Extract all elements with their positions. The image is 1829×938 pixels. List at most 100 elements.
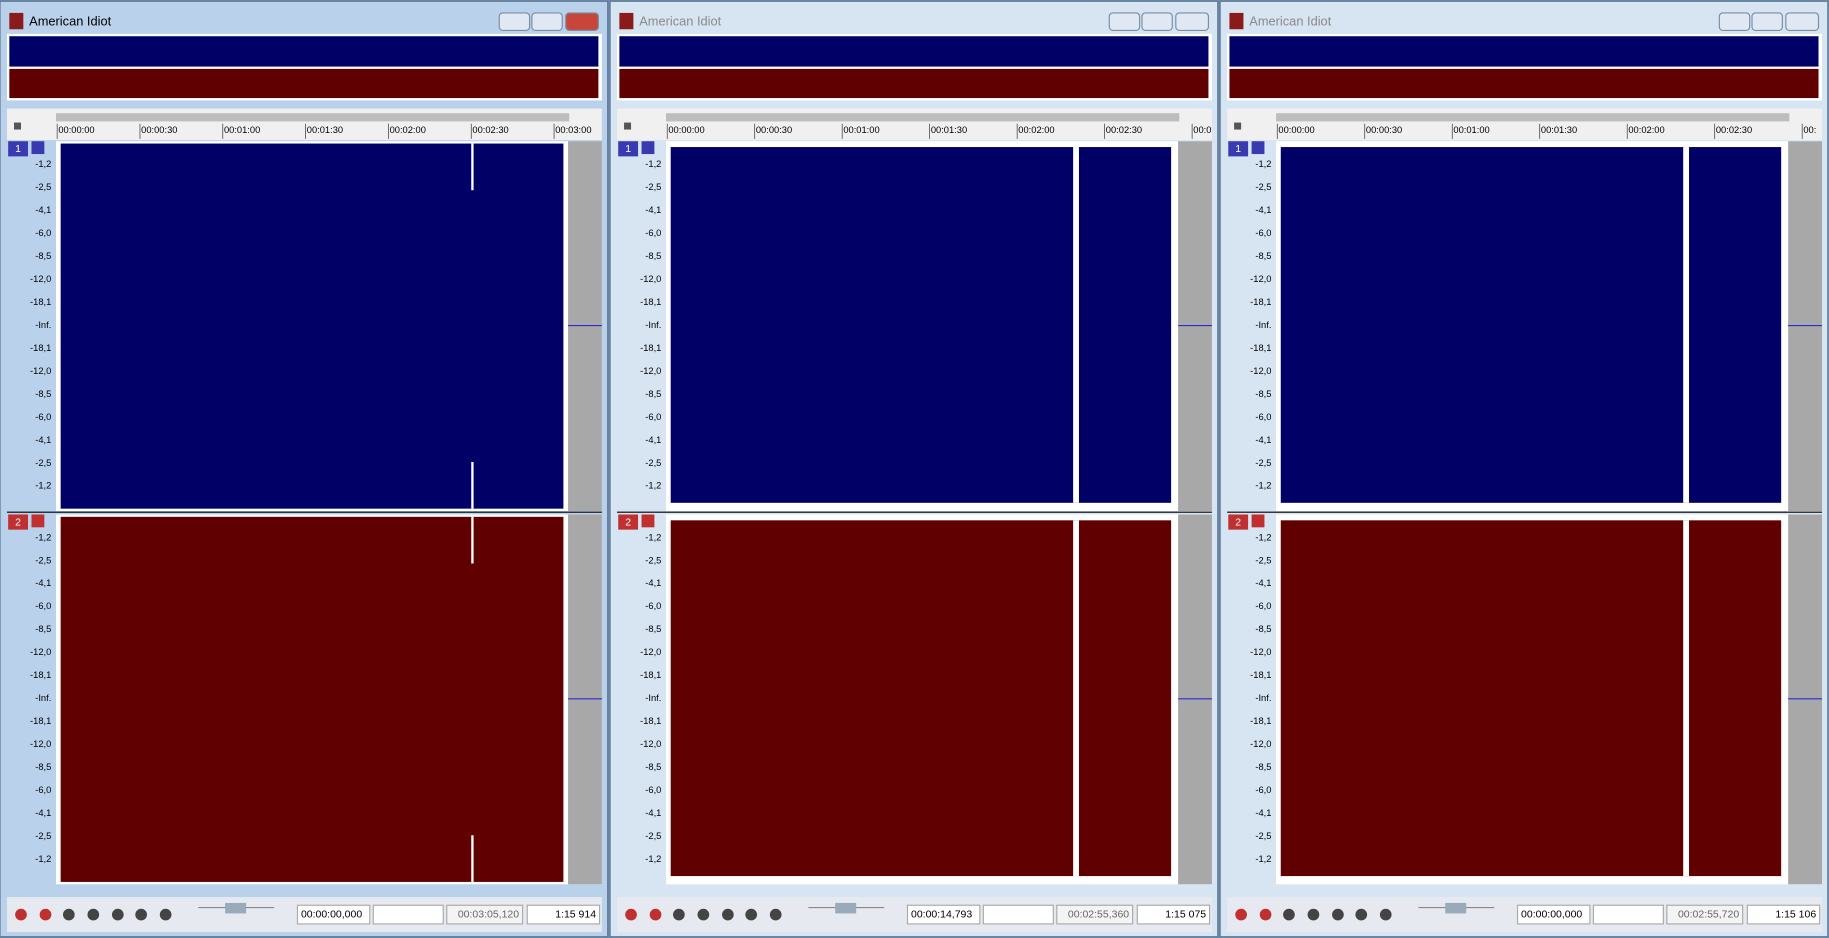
channel-number: 1 [625,144,631,155]
transport-button[interactable] [87,908,100,921]
minimize-button[interactable] [1718,12,1751,31]
maximize-button[interactable] [1141,12,1173,31]
db-label: -8,5 [1255,624,1271,634]
db-label: -6,0 [35,785,51,795]
zoom-text: 1:15 106 [1775,909,1816,920]
channel-number-box[interactable] [618,141,639,157]
ruler-label: 00:0 [1193,125,1211,135]
lock-icon [13,122,21,130]
channel-minimize[interactable] [1251,514,1265,528]
db-label: -8,5 [35,389,51,399]
title-icon [9,12,24,30]
transport-button[interactable] [625,908,637,921]
db-label: -1,2 [645,532,661,542]
channel-number-box[interactable] [1228,514,1249,530]
db-label: -8,5 [1255,251,1271,261]
transport-button[interactable] [15,908,27,921]
transport-button[interactable] [1235,908,1247,921]
db-label: -12,0 [640,274,661,284]
transport-button[interactable] [673,908,685,921]
transport-button[interactable] [1307,908,1320,921]
db-label: -4,1 [645,205,661,215]
transport-button[interactable] [111,908,124,921]
db-label: -4,1 [645,435,661,445]
minimize-button[interactable] [498,12,531,31]
zoom-text: 1:15 075 [1165,909,1206,920]
channel-number-box[interactable] [8,514,28,530]
db-label: -6,0 [35,412,51,422]
transport-button[interactable] [697,908,710,921]
db-label: -4,1 [35,578,51,588]
transport-button[interactable] [62,908,75,921]
db-label: -1,2 [1255,532,1271,542]
channel-minimize[interactable] [1251,141,1265,155]
db-label: -4,1 [1255,435,1271,445]
ruler-label: 00:01:00 [224,125,260,135]
transport-button[interactable] [1355,908,1368,921]
transport-button[interactable] [135,908,147,921]
db-label: -18,1 [1250,716,1271,726]
waveform [670,147,1172,503]
db-label: -8,5 [1255,389,1271,399]
channel-minimize[interactable] [31,141,45,155]
db-label: -12,0 [30,647,51,657]
db-label: -Inf. [1255,693,1271,703]
window-title: American Idiot [639,14,721,29]
close-button[interactable] [1785,12,1820,31]
transport-button[interactable] [159,908,172,921]
maximize-button[interactable] [1751,12,1783,31]
db-label: -2,5 [1255,458,1271,468]
close-button[interactable] [565,12,599,31]
channel-number: 2 [625,517,631,528]
db-label: -6,0 [645,412,661,422]
db-label: -6,0 [1255,785,1271,795]
zoom-text: 1:15 914 [555,909,596,920]
db-label: -Inf. [35,320,51,330]
db-label: -1,2 [1255,159,1271,169]
db-label: -6,0 [645,601,661,611]
transport-button[interactable] [1283,908,1295,921]
selection-bar [55,113,570,122]
close-button[interactable] [1175,12,1210,31]
zoom-thumb[interactable] [225,902,247,914]
waveform-gap [1073,147,1079,503]
db-label: -18,1 [640,343,661,353]
zoom-thumb[interactable] [835,902,857,914]
transport-button[interactable] [745,908,758,921]
db-label: -6,0 [1255,228,1271,238]
db-label: -18,1 [1250,343,1271,353]
channel-minimize[interactable] [641,141,655,155]
transport-button[interactable] [1259,908,1272,921]
zoom-field [1746,904,1821,925]
overview-right [619,68,1209,99]
transport-button[interactable] [39,908,52,921]
ruler-label: 00:02:30 [1106,125,1142,135]
db-label: -Inf. [1255,320,1271,330]
selection-bar [666,113,1180,122]
channel-minimize[interactable] [641,514,655,528]
transport-button[interactable] [722,908,734,921]
db-label: -1,2 [1255,854,1271,864]
transport-button[interactable] [1332,908,1344,921]
ruler-label: 00:01:00 [1453,125,1489,135]
window-title: American Idiot [29,14,111,29]
channel-number-box[interactable] [618,514,639,530]
minimize-button[interactable] [1108,12,1141,31]
zoom-thumb[interactable] [1445,902,1467,914]
maximize-button[interactable] [531,12,563,31]
transport-button[interactable] [1379,908,1392,921]
ruler-label: 00:01:00 [843,125,879,135]
db-label: -8,5 [645,389,661,399]
db-label: -6,0 [35,601,51,611]
ruler-label: 00:00:30 [756,125,792,135]
ruler-label: 00:00:00 [58,125,94,135]
length-text: 00:02:55,360 [1068,909,1129,920]
selection-bar [1276,113,1790,122]
window-title: American Idiot [1249,14,1331,29]
transport-button[interactable] [649,908,662,921]
channel-number-box[interactable] [8,141,28,157]
db-label: -8,5 [645,762,661,772]
channel-minimize[interactable] [31,514,45,528]
transport-button[interactable] [769,908,782,921]
channel-number-box[interactable] [1228,141,1249,157]
